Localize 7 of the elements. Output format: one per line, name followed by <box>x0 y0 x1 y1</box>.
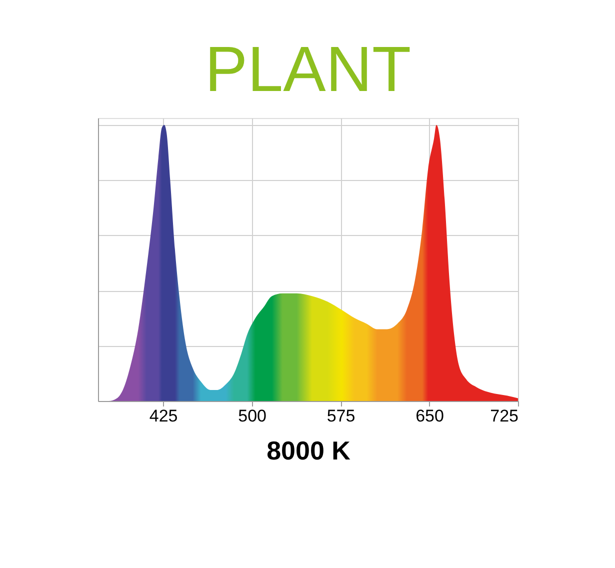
x-tick-label: 650 <box>416 406 444 426</box>
x-tick-label: 500 <box>238 406 266 426</box>
x-tick-label: 425 <box>149 406 178 426</box>
x-tick-label: 725 <box>490 406 518 426</box>
x-axis-title: 8000 K <box>266 436 351 466</box>
x-tick-label: 575 <box>326 406 356 426</box>
chart-title: PLANT <box>204 33 412 105</box>
